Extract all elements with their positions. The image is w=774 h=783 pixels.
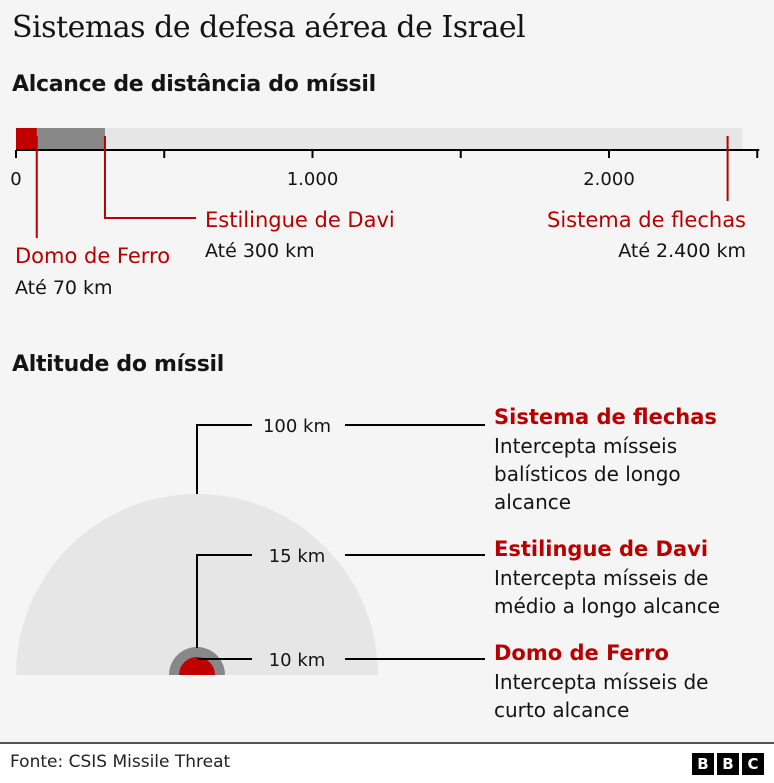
range-bar-iron-dome bbox=[16, 128, 37, 150]
defense-chart: 0 1.000 2.000 Domo de Ferro Até 70 km Estilin… bbox=[10, 128, 760, 722]
bbc-logo-letter: B bbox=[692, 753, 714, 775]
davids-sling-leader bbox=[103, 136, 196, 219]
bbc-logo-letter: C bbox=[742, 753, 764, 775]
source-text: Fonte: CSIS Missile Threat bbox=[10, 752, 231, 772]
sistema-de-flechas-description: alcance bbox=[494, 490, 571, 514]
range-tick-label: 0 bbox=[10, 169, 21, 190]
estilingue-de-davi-altitude-leader bbox=[196, 554, 252, 648]
domo-de-ferro-description: Intercepta mísseis de bbox=[494, 670, 708, 694]
sistema-de-flechas-name: Sistema de flechas bbox=[494, 405, 717, 429]
domo-de-ferro-name: Domo de Ferro bbox=[494, 641, 669, 665]
arrow-range: Até 2.400 km bbox=[618, 240, 746, 262]
range-tick-label: 2.000 bbox=[583, 169, 635, 190]
bbc-logo-letter: B bbox=[717, 753, 739, 775]
sistema-de-flechas-description: balísticos de longo bbox=[494, 462, 681, 486]
domo-de-ferro-description: curto alcance bbox=[494, 698, 629, 722]
estilingue-de-davi-altitude-label: 15 km bbox=[269, 546, 326, 567]
sistema-de-flechas-altitude-label: 100 km bbox=[263, 416, 331, 437]
range-bar-arrow bbox=[16, 128, 743, 150]
arrow-label: Sistema de flechas bbox=[547, 208, 746, 232]
footer: Fonte: CSIS Missile Threat B B C bbox=[0, 742, 774, 783]
davids-sling-label: Estilingue de Davi bbox=[205, 208, 395, 232]
bbc-logo: B B C bbox=[692, 753, 764, 775]
estilingue-de-davi-description: médio a longo alcance bbox=[494, 594, 720, 618]
altitude-section-title: Altitude do míssil bbox=[12, 352, 224, 377]
sistema-de-flechas-altitude-leader bbox=[196, 424, 252, 494]
domo-de-ferro-altitude-label: 10 km bbox=[269, 650, 326, 671]
range-tick-label: 1.000 bbox=[287, 169, 339, 190]
page-title: Sistemas de defesa aérea de Israel bbox=[12, 10, 526, 45]
range-bar-davids-sling bbox=[16, 128, 105, 150]
estilingue-de-davi-description: Intercepta mísseis de bbox=[494, 566, 708, 590]
altitude-dome-iron-dome bbox=[179, 657, 215, 675]
sistema-de-flechas-description: Intercepta mísseis bbox=[494, 434, 677, 458]
iron-dome-range: Até 70 km bbox=[15, 277, 113, 299]
iron-dome-label: Domo de Ferro bbox=[15, 244, 170, 268]
range-section-title: Alcance de distância do míssil bbox=[12, 72, 376, 97]
estilingue-de-davi-name: Estilingue de Davi bbox=[494, 537, 708, 561]
davids-sling-range: Até 300 km bbox=[205, 240, 315, 262]
